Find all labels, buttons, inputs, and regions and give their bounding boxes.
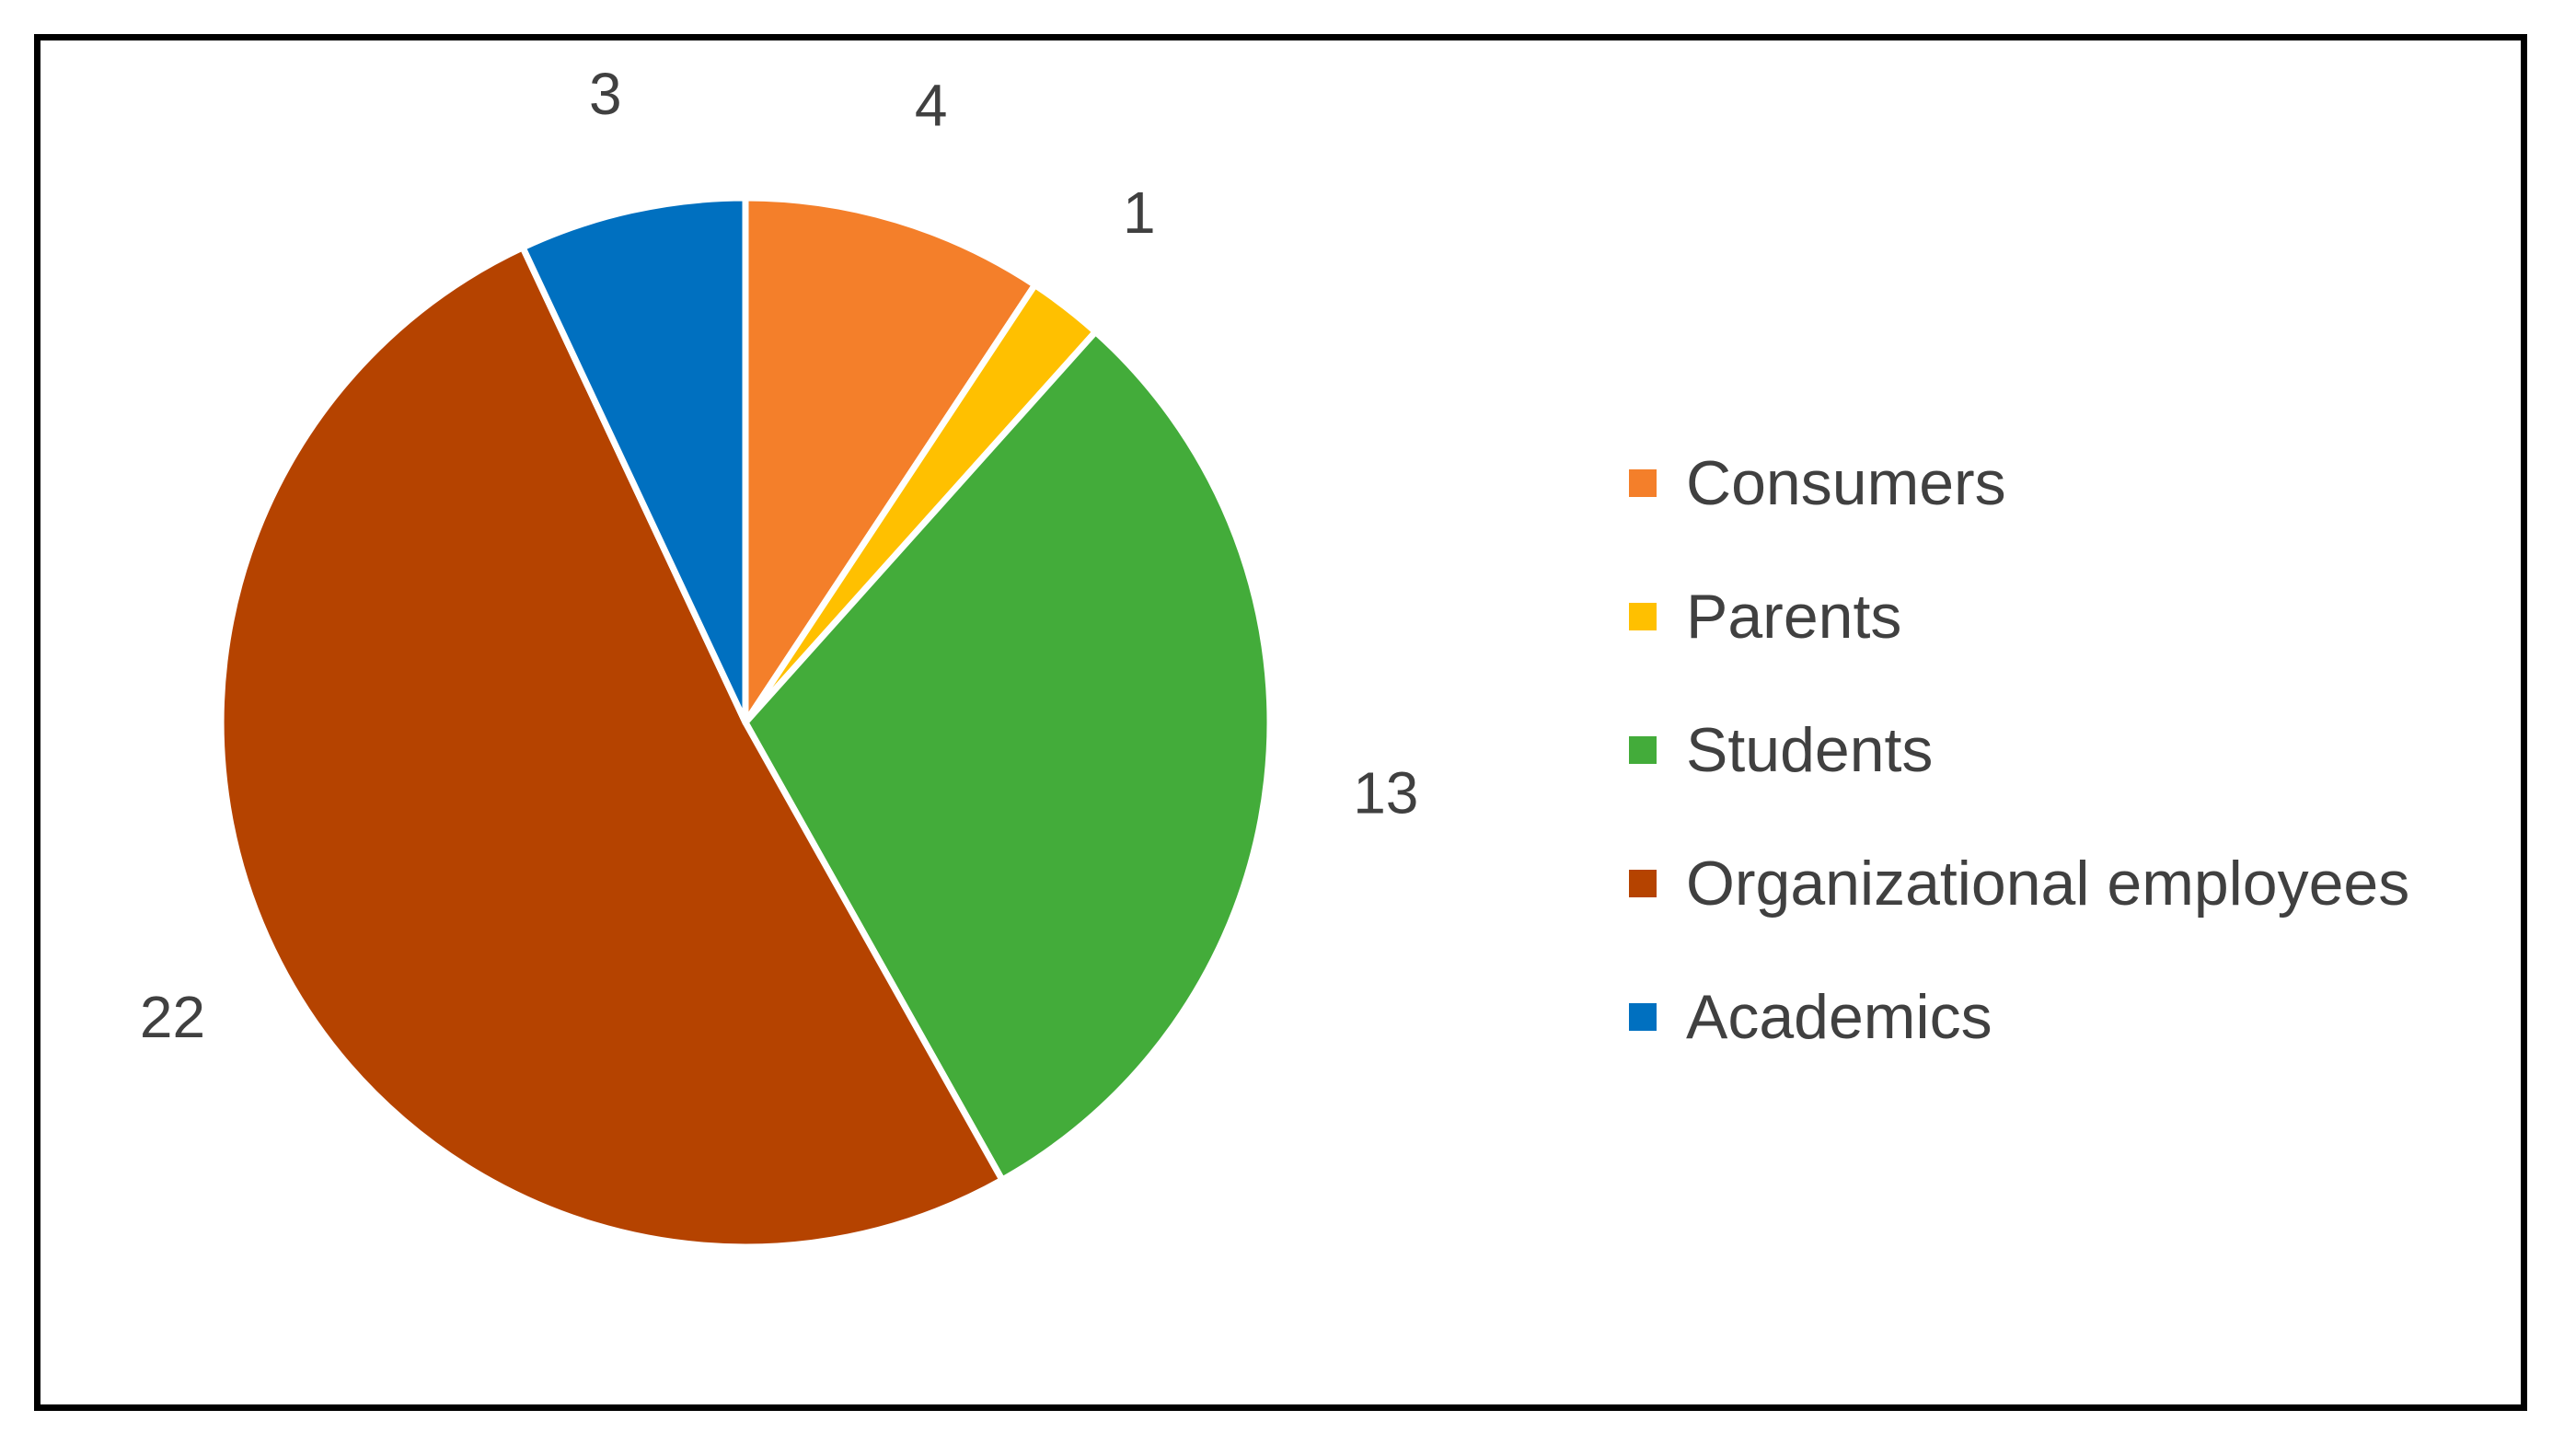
pie-slice-organizational-employees (217, 244, 1006, 1251)
legend-label-students: Students (1686, 714, 1934, 785)
pie-slices (217, 194, 1274, 1251)
pie-slice-academics (519, 194, 749, 726)
legend-item-parents: Parents (1629, 549, 2485, 683)
pie-slice-consumers (742, 194, 1039, 726)
legend-swatch-consumers (1629, 468, 1657, 497)
data-label-students: 13 (1353, 760, 1418, 826)
legend: Consumers Parents Students Organizational e… (1629, 416, 2485, 1083)
data-label-organizational-employees: 22 (140, 984, 205, 1050)
legend-item-academics: Academics (1629, 950, 2485, 1083)
data-labels: 4 1 13 22 3 (140, 61, 1419, 1050)
legend-swatch-students (1629, 735, 1657, 764)
legend-swatch-academics (1629, 1002, 1657, 1031)
data-label-parents: 1 (1123, 179, 1156, 246)
legend-label-consumers: Consumers (1686, 447, 2006, 518)
legend-swatch-parents (1629, 602, 1657, 630)
legend-item-organizational-employees: Organizational employees (1629, 816, 2485, 950)
legend-label-academics: Academics (1686, 981, 1992, 1052)
pie-slice-students (742, 328, 1274, 1184)
legend-label-organizational-employees: Organizational employees (1686, 848, 2410, 919)
data-label-consumers: 4 (915, 73, 948, 139)
legend-item-students: Students (1629, 683, 2485, 816)
data-label-academics: 3 (589, 61, 622, 127)
legend-item-consumers: Consumers (1629, 416, 2485, 549)
legend-swatch-organizational-employees (1629, 869, 1657, 897)
legend-label-parents: Parents (1686, 581, 1902, 652)
